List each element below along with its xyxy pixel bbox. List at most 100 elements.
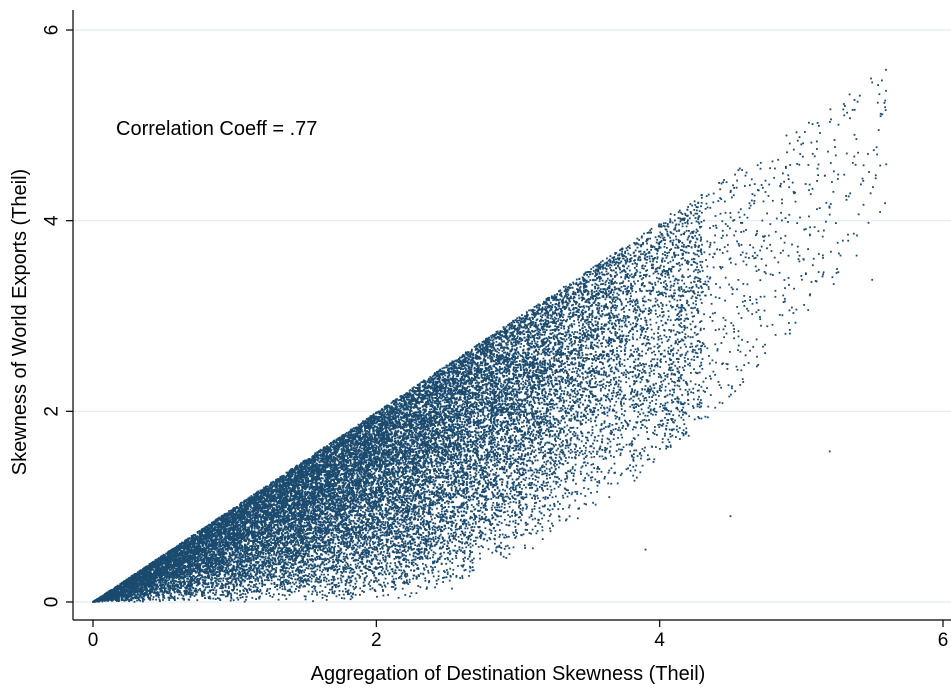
data-point [624,277,627,280]
data-point [354,466,357,469]
data-point [708,246,711,248]
data-point [469,463,471,466]
data-point [214,598,217,600]
data-point [666,284,668,287]
data-point [499,354,501,357]
data-point [603,366,605,369]
data-point [283,576,285,579]
data-point [467,394,470,397]
data-point [561,390,563,392]
data-point [432,575,435,578]
data-point [350,525,353,528]
data-point [406,503,409,506]
data-point [694,306,696,309]
data-point [575,349,578,352]
data-point [529,322,532,325]
data-point [382,410,385,413]
data-point [295,507,298,509]
data-point [386,582,389,585]
data-point [509,474,512,477]
data-point [474,479,476,481]
data-point [410,503,413,506]
data-point [418,556,420,559]
data-point [406,429,409,431]
data-point [462,400,464,403]
data-point [290,552,292,554]
data-point [561,301,563,303]
data-point [419,555,422,558]
data-point [202,557,205,560]
data-point [580,492,582,495]
data-point [562,371,565,374]
data-point [263,563,266,565]
data-point [555,377,558,380]
data-point [482,373,485,376]
data-point [566,345,568,348]
data-point [420,442,423,445]
data-point [664,242,666,245]
data-point [371,507,373,510]
data-point [469,550,471,552]
data-point [344,530,347,533]
data-point [412,554,415,557]
data-point [585,464,587,467]
data-point [245,598,247,601]
data-point [492,484,495,487]
data-point [622,317,625,319]
data-point [552,415,555,418]
data-point [700,364,703,367]
data-point [550,350,553,353]
data-point [517,341,520,344]
data-point [249,513,252,516]
data-point [662,286,665,288]
data-point [572,349,574,352]
data-point [420,534,423,536]
data-point [352,474,355,477]
data-point [517,385,520,388]
data-point [578,352,581,355]
data-point [320,474,323,476]
data-point [335,500,338,503]
data-point [427,489,430,492]
data-point [669,446,672,448]
data-point [257,493,260,496]
data-point [690,311,693,314]
data-point [642,412,645,415]
data-point [372,473,375,475]
data-point [573,392,576,394]
data-point [523,484,525,486]
data-point [478,510,480,512]
data-point [654,304,656,307]
data-point [270,582,273,585]
data-point [173,579,176,582]
data-point [533,306,536,308]
data-point [552,337,555,340]
data-point [496,437,499,439]
data-point [214,525,216,528]
data-point [518,360,521,362]
data-point [541,432,544,435]
data-point [216,578,219,581]
data-point [251,522,254,525]
data-point [567,470,569,473]
data-point [376,496,378,499]
data-point [461,356,464,359]
data-point [316,593,318,596]
data-point [460,405,463,408]
data-point [559,289,562,292]
data-point [316,591,318,594]
data-point [710,377,712,380]
data-point [159,581,162,584]
data-point [513,330,516,333]
data-point [651,283,654,285]
data-point [465,495,468,498]
data-point [308,475,311,477]
data-point [763,295,766,298]
data-point [526,506,528,508]
data-point [181,577,184,580]
data-point [683,411,686,414]
data-point [554,443,557,446]
data-point [397,462,400,464]
data-point [540,380,542,382]
